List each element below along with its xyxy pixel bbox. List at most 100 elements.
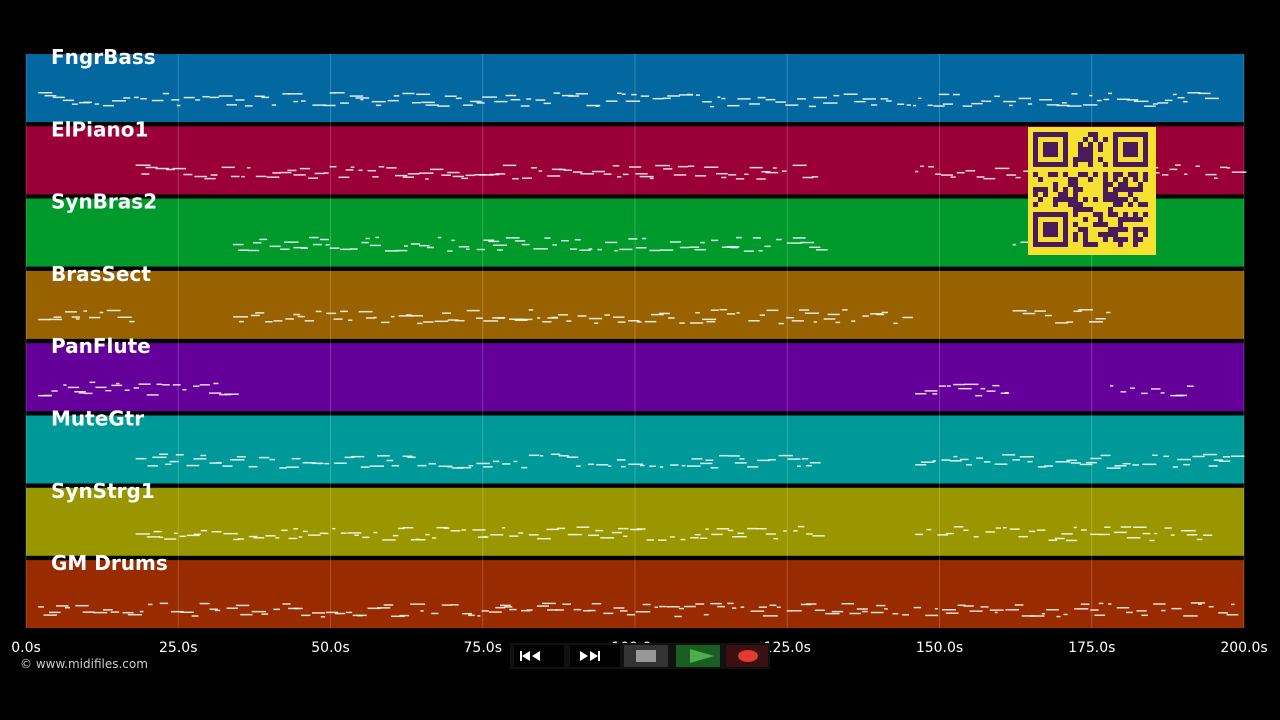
note <box>765 98 776 101</box>
note <box>915 392 927 395</box>
note <box>711 533 723 536</box>
note <box>983 177 996 180</box>
note <box>1144 105 1156 107</box>
x-tick-label: 200.0s <box>1220 640 1267 656</box>
note <box>1009 104 1013 107</box>
note <box>164 538 177 540</box>
qr-module <box>1033 237 1038 242</box>
note <box>171 99 180 101</box>
note <box>976 457 984 459</box>
note <box>566 320 572 322</box>
note <box>390 615 405 618</box>
note <box>1230 455 1245 458</box>
note <box>415 538 420 541</box>
note <box>199 384 210 386</box>
note <box>402 526 414 529</box>
note <box>567 533 583 536</box>
note <box>514 240 526 242</box>
note <box>314 172 325 175</box>
note <box>492 460 500 463</box>
note <box>1065 539 1078 542</box>
note <box>43 394 52 397</box>
note <box>597 248 602 251</box>
qr-module <box>1118 217 1123 222</box>
note <box>462 612 473 615</box>
note <box>505 94 517 97</box>
note <box>1022 312 1036 315</box>
qr-module <box>1088 147 1093 152</box>
note <box>123 97 131 99</box>
note <box>393 95 400 97</box>
note <box>84 392 93 395</box>
note <box>482 96 498 98</box>
rewind-button[interactable] <box>514 645 564 667</box>
qr-module <box>1098 232 1103 237</box>
note <box>1002 454 1016 456</box>
note <box>1198 603 1202 605</box>
note <box>1205 173 1217 176</box>
qr-module <box>1058 242 1063 247</box>
note <box>200 529 208 532</box>
qr-module <box>1098 217 1103 222</box>
note <box>502 164 517 167</box>
note <box>650 313 664 316</box>
note <box>323 172 329 174</box>
note <box>957 604 966 607</box>
qr-module <box>1063 197 1068 202</box>
qr-module <box>1068 182 1073 187</box>
note <box>542 602 556 605</box>
qr-module <box>1063 242 1068 247</box>
record-button[interactable] <box>726 645 768 667</box>
qr-module <box>1063 217 1068 222</box>
note <box>734 462 747 464</box>
note <box>463 104 473 106</box>
note <box>518 532 524 534</box>
note <box>410 314 424 317</box>
qr-module <box>1123 147 1128 152</box>
note <box>687 165 695 168</box>
note <box>1078 309 1093 311</box>
note <box>233 538 240 541</box>
qr-module <box>1103 172 1108 177</box>
note <box>475 317 483 319</box>
note <box>1028 530 1036 533</box>
note <box>1214 177 1218 179</box>
qr-module <box>1113 162 1118 167</box>
note <box>657 539 667 541</box>
qr-module <box>1113 237 1118 242</box>
note <box>345 611 353 614</box>
note <box>293 527 299 530</box>
note <box>797 98 806 100</box>
note <box>644 320 657 323</box>
note <box>588 317 603 320</box>
note <box>466 309 480 312</box>
qr-module <box>1073 192 1078 197</box>
stop-button[interactable] <box>624 645 668 667</box>
note <box>1219 166 1228 169</box>
note <box>1107 92 1113 95</box>
note <box>805 464 812 467</box>
qr-module <box>1048 172 1053 177</box>
note <box>1120 526 1132 528</box>
forward-button[interactable] <box>570 645 620 667</box>
note <box>735 178 745 180</box>
qr-module <box>1113 177 1118 182</box>
note <box>913 104 917 107</box>
note <box>1169 168 1178 171</box>
note <box>127 613 142 616</box>
note <box>932 460 936 462</box>
qr-module <box>1103 237 1108 242</box>
note <box>694 533 701 536</box>
note <box>89 381 96 384</box>
note <box>293 174 306 176</box>
qr-module <box>1123 227 1128 232</box>
note <box>941 174 954 176</box>
note <box>476 248 486 251</box>
play-button[interactable] <box>676 645 720 667</box>
qr-module <box>1113 172 1118 177</box>
note <box>297 315 305 318</box>
qr-module <box>1033 157 1038 162</box>
note <box>302 462 316 464</box>
note <box>362 536 370 539</box>
note <box>535 99 546 101</box>
